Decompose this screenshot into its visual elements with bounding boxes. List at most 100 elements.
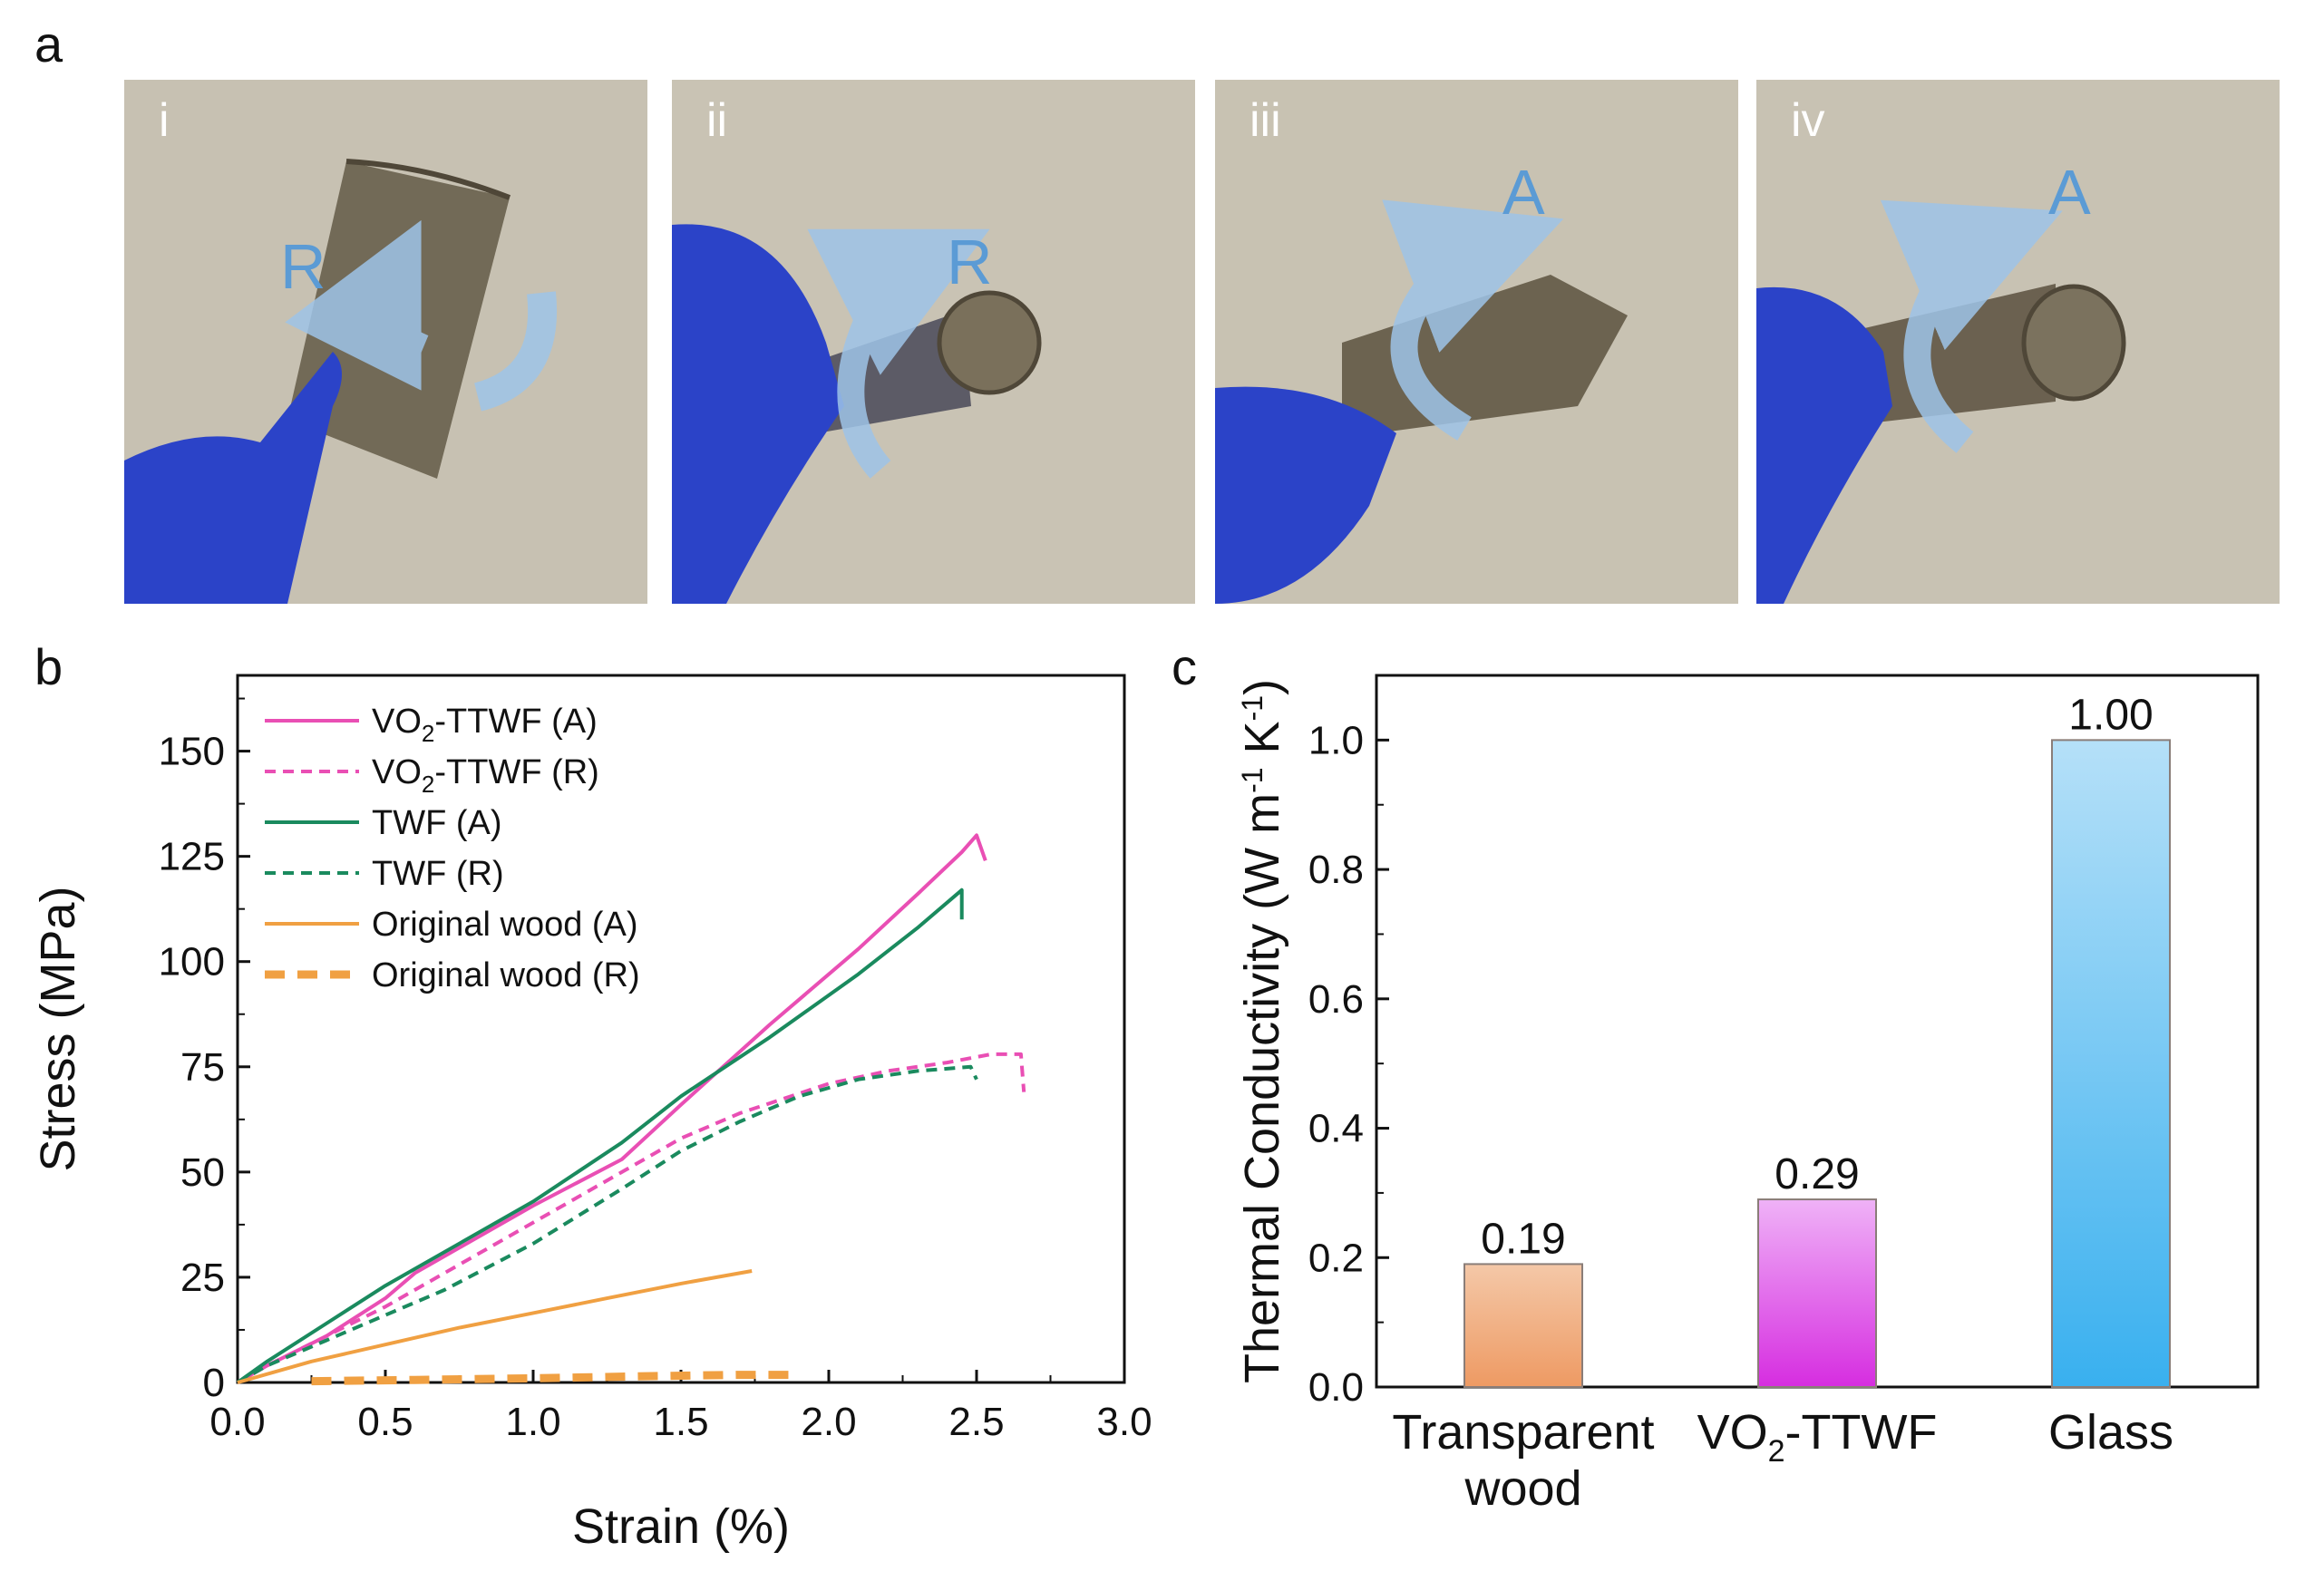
series-line-3 [237, 1064, 978, 1384]
wood-edge [345, 159, 511, 200]
y-axis-title: Thermal Conductivity (W m-1 K-1) [1235, 679, 1289, 1383]
bar-0 [1463, 1263, 1583, 1388]
y-title-sup1: -1 [1236, 767, 1269, 792]
legend-subscript: 2 [422, 771, 434, 798]
x-tick-label: 2.5 [948, 1400, 1004, 1444]
thermal-conductivity-chart: 0.0 0.2 0.4 0.6 0.8 1.0 0.19 0.29 1.00 Transpar… [1235, 674, 2260, 1516]
x-tick-label: 1.0 [505, 1400, 560, 1444]
series-line-1 [237, 1052, 1026, 1384]
category-label: Transparent [1392, 1405, 1654, 1460]
y-tick-label: 125 [159, 835, 225, 879]
category-label: wood [1463, 1461, 1581, 1516]
blue-glove [1215, 386, 1396, 604]
category-text-suffix: -TTWF [1785, 1405, 1938, 1460]
legend-entry: TWF (R) [372, 855, 504, 893]
y-tick-label: 50 [180, 1150, 225, 1195]
legend-subscript: 2 [422, 720, 434, 747]
blue-glove [1756, 286, 1892, 604]
photo-iii: iii A [1215, 80, 1738, 604]
legend-text-main: Original wood (R) [372, 956, 640, 994]
y-title-sup2: -1 [1236, 695, 1269, 721]
legend: VO2-TTWF (A)VO2-TTWF (R)TWF (A)TWF (R)Or… [265, 703, 640, 994]
photo-iv: iv A [1756, 80, 2280, 604]
y-tick-label: 1.0 [1308, 718, 1364, 762]
x-tick-label: 0.5 [357, 1400, 413, 1444]
legend-text-suffix: -TTWF (R) [434, 753, 598, 791]
legend-entry: VO2-TTWF (R) [372, 753, 599, 798]
legend-entry: Original wood (A) [372, 906, 638, 944]
rotation-direction: R [947, 227, 993, 297]
bar-value-label: 0.19 [1481, 1215, 1565, 1263]
axis-ticks: 0.0 0.2 0.4 0.6 0.8 1.0 [1308, 674, 2113, 1410]
series-lines [236, 833, 1026, 1386]
y-title-mid: K [1235, 721, 1289, 767]
axis-ticks: 0.0 0.5 1.0 1.5 2.0 2.5 3.0 0 25 50 75 100 125 150 [159, 697, 1152, 1444]
rotation-arrow-icon [807, 228, 990, 479]
blue-glove [124, 352, 342, 604]
x-tick-label: 1.5 [653, 1400, 708, 1444]
x-tick-label: 0.0 [209, 1400, 265, 1444]
photo-label: i [159, 94, 170, 147]
rotation-direction: R [280, 231, 326, 302]
rotation-direction: A [1502, 157, 1545, 228]
legend-text-suffix: -TTWF (A) [434, 703, 597, 741]
rotation-direction: A [2048, 157, 2091, 228]
y-axis-title: Stress (MPa) [31, 886, 85, 1171]
panel-letter-a: a [34, 15, 63, 73]
series-line-5 [311, 1371, 800, 1386]
y-title-end: ) [1235, 679, 1289, 695]
y-tick-label: 0 [203, 1361, 225, 1405]
y-tick-label: 150 [159, 730, 225, 774]
legend-text-main: TWF (R) [372, 855, 504, 893]
bars: 0.19 0.29 1.00 [1463, 691, 2171, 1388]
rotation-arrow-icon [1382, 199, 1564, 441]
x-axis-title: Strain (%) [572, 1499, 790, 1554]
category-label: VO2-TTWF [1697, 1405, 1938, 1469]
photo-label: iii [1250, 94, 1281, 147]
stress-strain-chart: 0.0 0.5 1.0 1.5 2.0 2.5 3.0 0 25 50 75 100 125 150 VO… [31, 674, 1152, 1554]
panel-letter-b: b [34, 638, 63, 695]
bar-value-label: 0.29 [1775, 1150, 1859, 1198]
photo-label: ii [706, 94, 727, 147]
y-tick-label: 100 [159, 940, 225, 984]
photo-i: i R [124, 80, 647, 604]
category-text-main: VO [1697, 1405, 1768, 1460]
series-line-2 [236, 887, 964, 1384]
y-tick-label: 0.2 [1308, 1236, 1364, 1280]
rotation-arrow-icon [473, 291, 558, 412]
blue-glove [672, 224, 844, 605]
legend-text-main: TWF (A) [372, 804, 502, 842]
y-tick-label: 0.0 [1308, 1365, 1364, 1410]
photo-label: iv [1791, 94, 1825, 147]
x-tick-label: 3.0 [1096, 1400, 1152, 1444]
y-tick-label: 0.8 [1308, 848, 1364, 892]
plot-frame [236, 674, 1126, 1384]
x-tick-label: 2.0 [801, 1400, 856, 1444]
bar-2 [2051, 739, 2171, 1388]
wood-roll [2021, 284, 2126, 402]
photo-ii: ii R [672, 80, 1195, 605]
bar-1 [1757, 1198, 1877, 1388]
legend-text-main: Original wood (A) [372, 906, 638, 944]
y-tick-label: 0.4 [1308, 1107, 1364, 1151]
y-tick-label: 25 [180, 1256, 225, 1300]
panel-letter-c: c [1172, 638, 1197, 695]
legend-text-main: VO [372, 753, 422, 791]
category-label: Glass [2048, 1405, 2173, 1460]
category-subscript: 2 [1768, 1434, 1785, 1469]
rotation-arrow-icon [1880, 199, 2063, 453]
series-line-0 [237, 833, 987, 1384]
y-title-main: Thermal Conductivity (W m [1235, 793, 1289, 1383]
legend-entry: VO2-TTWF (A) [372, 703, 598, 747]
legend-entry: TWF (A) [372, 804, 502, 842]
bar-value-label: 1.00 [2068, 691, 2153, 739]
series-line-4 [237, 1269, 753, 1384]
y-tick-label: 75 [180, 1045, 225, 1090]
wood-roll [937, 290, 1042, 395]
legend-text-main: VO [372, 703, 422, 741]
legend-entry: Original wood (R) [372, 956, 640, 994]
y-tick-label: 0.6 [1308, 977, 1364, 1022]
